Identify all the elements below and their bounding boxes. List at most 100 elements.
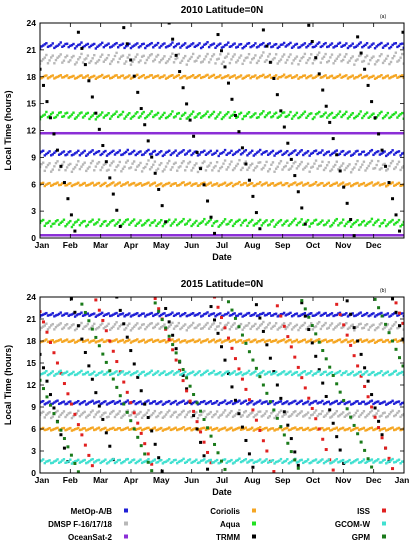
data-point [70,170,74,173]
data-point [215,149,219,153]
data-point [271,218,275,222]
data-point [40,67,42,71]
data-point [341,162,345,165]
data-point [115,110,118,113]
data-point [377,426,381,430]
data-point [144,46,147,50]
data-point [311,183,315,186]
data-point [281,371,284,374]
data-point [354,182,358,185]
data-point [257,459,260,462]
data-point [282,222,286,226]
data-point [330,53,334,56]
data-point [136,312,139,315]
data-point [59,428,63,432]
data-point [273,403,276,406]
data-point [214,427,217,430]
data-point [147,148,150,152]
data-point [206,460,209,463]
data-point [163,74,166,77]
data-point [185,376,189,380]
data-point [219,461,222,464]
data-point [116,115,120,119]
data-point [223,371,227,375]
data-point [118,149,121,152]
data-point [222,314,225,317]
data-point [88,183,91,186]
data-point [391,372,394,375]
data-point [166,60,169,63]
data-point [62,437,66,441]
data-point [230,181,233,185]
data-point [184,428,187,432]
data-point [94,335,98,339]
y-tick-label: 6 [31,179,36,189]
data-point [235,164,238,168]
data-point [123,220,126,224]
data-point [109,46,112,49]
data-point [258,426,262,429]
data-point [65,166,69,169]
data-point [185,387,189,391]
data-point [136,460,139,464]
data-point [212,53,216,56]
data-point [115,208,119,212]
data-point [297,116,300,120]
data-point [97,313,101,316]
data-point [247,338,251,341]
data-point [78,167,82,171]
data-point [249,76,252,80]
data-point [93,53,96,57]
data-point [381,182,385,186]
data-point [308,324,311,328]
data-point [147,44,150,47]
data-point [88,165,91,169]
data-point [43,416,46,419]
data-point [65,461,69,464]
data-point [217,312,220,316]
data-point [142,110,145,114]
legend-item-oceansat-2: OceanSat-2 [68,533,128,542]
data-point [298,115,302,119]
data-point [369,45,372,48]
data-point [156,402,160,405]
data-point [137,61,141,64]
data-point [398,229,402,233]
data-point [276,182,279,186]
data-point [335,313,338,317]
data-point [274,53,278,56]
data-point [228,163,232,166]
data-point [381,427,385,431]
data-point [212,312,216,315]
data-point [394,221,398,225]
data-point [217,184,220,188]
data-point [142,428,145,431]
data-point [363,366,367,370]
data-point [287,224,291,227]
data-point [340,115,343,119]
data-point [49,75,53,78]
data-point [206,311,209,314]
data-point [282,165,286,169]
data-point [168,458,171,461]
data-point [247,350,251,354]
data-point [203,149,206,153]
data-point [51,370,54,373]
data-point [193,326,196,330]
data-point [306,150,310,153]
data-point [251,399,254,403]
data-point [331,421,335,425]
data-point [316,167,319,170]
data-point [131,219,134,223]
data-point [96,162,99,165]
data-point [354,45,358,48]
data-point [177,413,181,417]
data-point [386,167,390,171]
data-point [228,61,232,65]
x-tick-label: Jun [184,475,199,485]
data-point [46,314,50,317]
data-point [192,409,196,413]
series-metop-a-b [40,41,404,158]
data-point [384,446,388,450]
data-point [97,308,101,312]
